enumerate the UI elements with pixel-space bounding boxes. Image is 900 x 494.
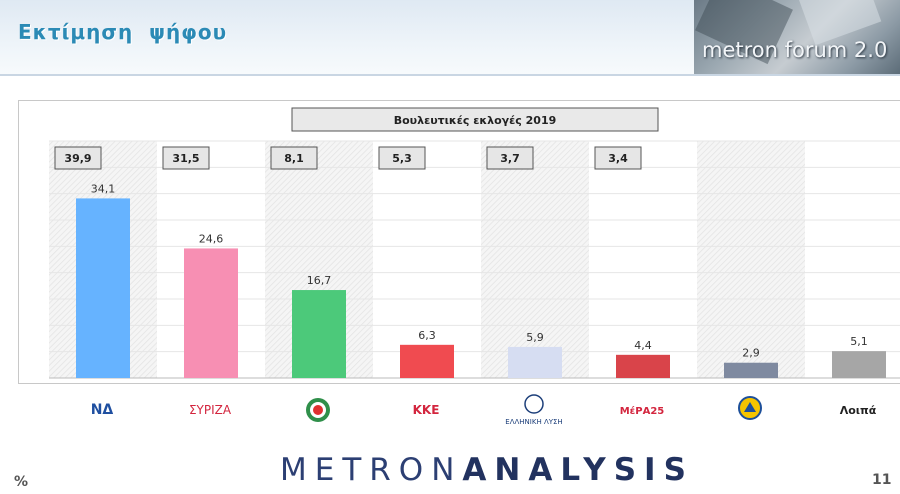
bar-value-label: 6,3 xyxy=(418,329,436,342)
bar-value-label: 2,9 xyxy=(742,347,760,360)
nd-logo-icon: ΝΔ xyxy=(91,402,114,418)
election-2019-box xyxy=(270,146,318,170)
chart-panel: 34,1 24,6 16,7 6,3 5,9 4,4 2,9 5,1 39,9 31,5 8,1 5… xyxy=(18,100,900,384)
bar-kinal xyxy=(292,290,346,378)
bar-other xyxy=(832,351,886,378)
elliniki-lysi-emblem xyxy=(524,394,544,414)
mera25-logo-icon: ΜέΡΑ25 xyxy=(620,405,665,417)
bar-nd xyxy=(76,198,130,378)
party-logos-row: ΝΔ ΣΥΡΙΖΑ ΚΚΕ ΕΛΛΗΝΙΚΗ ΛΥΣΗ ΜέΡΑ25 Λοιπά xyxy=(91,394,877,426)
bar-niki xyxy=(724,362,778,378)
election-2019-box xyxy=(162,146,210,170)
metron-analysis-logo: METRONANALYSIS xyxy=(280,452,694,488)
election-2019-value: 5,3 xyxy=(392,152,412,165)
election-2019-box xyxy=(486,146,534,170)
bar-kke xyxy=(400,344,454,378)
bar-value-label: 5,1 xyxy=(850,335,868,348)
elliniki-lysi-logo-icon: ΕΛΛΗΝΙΚΗ ΛΥΣΗ xyxy=(505,418,562,426)
syriza-logo-icon: ΣΥΡΙΖΑ xyxy=(189,403,232,417)
kke-logo-icon: ΚΚΕ xyxy=(413,403,440,417)
slide-title: Εκτίμηση ψήφου xyxy=(18,20,228,44)
bar-value-label: 16,7 xyxy=(307,274,332,287)
unit-label: % xyxy=(14,474,29,490)
brand-part: METRON xyxy=(280,452,463,488)
vote-estimate-chart: 34,1 24,6 16,7 6,3 5,9 4,4 2,9 5,1 39,9 31,5 8,1 5… xyxy=(49,107,900,379)
metron-forum-logo: metron forum 2.0 xyxy=(702,38,888,62)
election-2019-value: 3,4 xyxy=(608,152,628,165)
bar-syriza xyxy=(184,248,238,378)
election-2019-value: 39,9 xyxy=(64,152,91,165)
kke-logo-bg xyxy=(412,400,440,416)
election-2019-box xyxy=(54,146,102,170)
election-2019-box xyxy=(594,146,642,170)
column-background xyxy=(697,141,805,378)
bar-value-label: 24,6 xyxy=(199,232,224,245)
bar-value-label: 5,9 xyxy=(526,331,544,344)
metron-forum-banner: metron forum 2.0 xyxy=(694,0,900,74)
bar-elliniki_lysi xyxy=(508,346,562,378)
election-2019-value: 3,7 xyxy=(500,152,520,165)
slide-header: Εκτίμηση ψήφου metron forum 2.0 xyxy=(0,0,900,76)
election-2019-value: 8,1 xyxy=(284,152,304,165)
column-background xyxy=(481,141,589,378)
brand-part: ANALYSIS xyxy=(462,452,694,488)
bar-value-label: 34,1 xyxy=(91,182,116,195)
niki-logo-mark xyxy=(744,402,756,412)
election-2019-box xyxy=(378,146,426,170)
page-number: 11 xyxy=(872,472,892,488)
chart-title: Βουλευτικές εκλογές 2019 xyxy=(394,114,557,127)
election-2019-value: 31,5 xyxy=(172,152,199,165)
bar-value-label: 4,4 xyxy=(634,339,652,352)
bar-mera25 xyxy=(616,354,670,378)
chart-title-box xyxy=(291,107,659,132)
kinal-logo-core xyxy=(313,405,323,415)
other-parties-label: Λοιπά xyxy=(840,404,877,417)
